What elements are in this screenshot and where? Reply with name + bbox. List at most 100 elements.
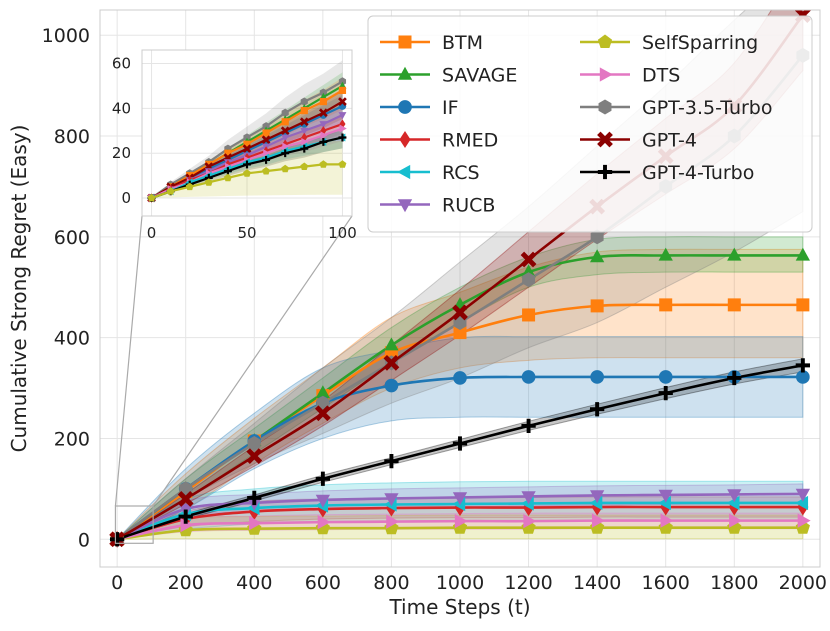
marker-btm: [659, 298, 673, 312]
legend-label: SelfSparring: [642, 32, 758, 54]
inset-marker-btm: [319, 97, 327, 106]
legend-label: IF: [442, 97, 459, 119]
marker-gpt-4-turbo: [109, 532, 125, 547]
inset-marker-dts: [339, 124, 347, 133]
marker-rucb: [658, 489, 673, 503]
inset-marker-gpt-3-5-turbo: [262, 122, 270, 131]
legend-item-rucb: RUCB: [380, 195, 495, 217]
legend: BTM SAVAGE IF RMED RCS RUCB SelfSparring DTS GPT…: [367, 15, 813, 233]
marker-rucb: [589, 490, 605, 504]
inset-marker-selfsparring: [338, 160, 347, 168]
marker-gpt-4-turbo: [589, 402, 605, 417]
marker-dts: [729, 513, 743, 528]
marker-rucb: [452, 492, 468, 506]
inset-marker-gpt-3-5-turbo: [338, 77, 347, 86]
zoom-connector: [114, 215, 143, 507]
legend-swatch-marker: [399, 131, 411, 148]
inset-marker-selfsparring: [185, 182, 194, 191]
marker-if: [590, 370, 604, 384]
marker-dts: [386, 514, 400, 529]
legend-label: BTM: [442, 32, 483, 54]
inset-marker-rucb: [319, 121, 328, 129]
inset-marker-dts: [263, 149, 271, 158]
marker-gpt-4-turbo: [658, 385, 673, 401]
marker-btm: [796, 298, 810, 312]
legend-label: DTS: [642, 65, 680, 87]
marker-dts: [591, 513, 605, 528]
inset-marker-selfsparring: [319, 160, 328, 168]
marker-gpt-4-turbo: [521, 418, 536, 434]
marker-btm: [453, 326, 467, 340]
inset-y-tick-label: 0: [121, 189, 131, 207]
marker-rucb: [727, 489, 742, 503]
y-tick-label: 400: [54, 328, 90, 350]
inset-marker-gpt-4: [242, 144, 252, 154]
marker-dts: [523, 513, 537, 529]
marker-rucb: [795, 488, 811, 502]
marker-gpt-4-turbo: [384, 453, 399, 469]
marker-gpt-4: [452, 304, 468, 321]
legend-swatch-marker: [597, 131, 613, 148]
marker-if: [384, 378, 399, 393]
inset-marker-gpt-4-turbo: [338, 133, 347, 142]
inset-marker-gpt-4-turbo: [262, 155, 271, 164]
marker-savage: [384, 337, 399, 351]
legend-label: RMED: [442, 130, 498, 152]
inset-marker-gpt-4-turbo: [300, 144, 309, 153]
inset-marker-gpt-4: [261, 135, 271, 145]
marker-if: [521, 370, 536, 384]
marker-rucb: [315, 494, 331, 508]
legend-label: GPT-4: [642, 130, 697, 152]
x-tick-label: 1400: [573, 572, 621, 594]
marker-gpt-4-turbo: [452, 436, 468, 451]
legend-swatch-marker: [397, 199, 413, 213]
inset-marker-rmed: [301, 132, 308, 143]
marker-gpt-4: [520, 251, 537, 268]
inset-marker-gpt-4-turbo: [319, 138, 328, 146]
marker-btm: [522, 308, 536, 322]
marker-gpt-3-5-turbo: [522, 272, 536, 288]
marker-dts: [797, 513, 811, 528]
inset-y-tick-label: 40: [112, 99, 131, 117]
legend-swatch-marker: [599, 67, 613, 82]
x-tick-label: 0: [111, 572, 123, 594]
marker-savage: [727, 247, 742, 261]
marker-if: [453, 371, 467, 385]
inset-marker-btm: [243, 140, 251, 148]
marker-savage: [658, 247, 673, 261]
inset-marker-gpt-4: [318, 108, 328, 118]
inset-band-gpt-3-5-turbo: [151, 60, 343, 199]
x-tick-label: 800: [373, 572, 409, 594]
zoom-region: [114, 505, 154, 544]
marker-savage: [589, 249, 605, 263]
legend-item-gpt-4-turbo: GPT-4-Turbo: [580, 162, 754, 184]
x-tick-label: 2000: [779, 572, 827, 594]
marker-btm: [727, 298, 741, 312]
legend-label: RUCB: [442, 195, 495, 217]
zoom-connector: [152, 215, 353, 507]
inset-zoom-guides: [114, 215, 353, 544]
legend-swatch-marker: [398, 100, 412, 114]
inset-chart: 0 50 100 0 20 40 60: [112, 49, 357, 242]
inset-marker-gpt-3-5-turbo: [300, 97, 308, 106]
inset-marker-btm: [224, 149, 232, 157]
inset-marker-rucb: [338, 112, 347, 120]
marker-rcs: [795, 495, 809, 511]
marker-rcs: [726, 495, 740, 511]
legend-swatch-marker: [597, 34, 613, 49]
inset-marker-gpt-4-turbo: [281, 149, 290, 158]
marker-rcs: [657, 495, 671, 511]
y-tick-label: 800: [54, 126, 90, 148]
marker-savage: [315, 385, 331, 399]
marker-gpt-4: [383, 354, 400, 371]
inset-marker-selfsparring: [262, 166, 271, 175]
marker-if: [796, 370, 810, 384]
inset-marker-gpt-4: [299, 117, 309, 127]
inset-series: [147, 60, 347, 203]
marker-dts: [660, 513, 674, 528]
marker-rucb: [384, 493, 399, 507]
legend-label: SAVAGE: [442, 65, 517, 87]
inset-marker-selfsparring: [204, 178, 213, 186]
inset-marker-selfsparring: [243, 169, 251, 177]
marker-if: [658, 370, 673, 384]
